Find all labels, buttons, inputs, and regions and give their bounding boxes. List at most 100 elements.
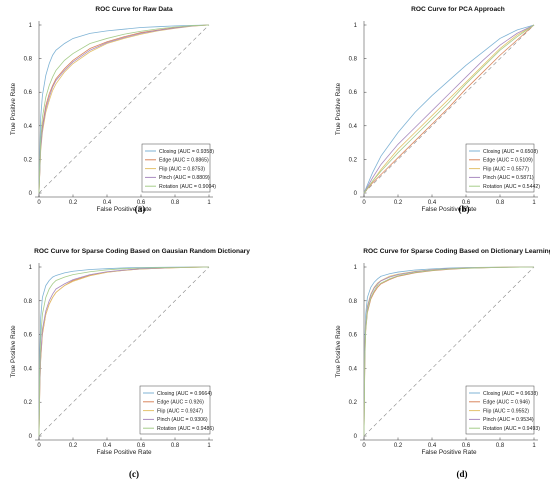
chart-panel-4: ROC Curve for Sparse Coding Based on Dic… <box>335 248 550 479</box>
x-tick-label: 0 <box>362 443 366 449</box>
series-line-1 <box>38 24 210 194</box>
y-axis-label: True Positive Rate <box>10 325 17 378</box>
series-line-5 <box>38 266 210 437</box>
legend-entry: Edge (AUC = 0.5109) <box>483 158 533 164</box>
panel-caption: (b) <box>459 204 470 214</box>
x-tick-label: 0.4 <box>103 200 112 206</box>
series-line-1 <box>38 266 210 437</box>
y-tick-label: 0 <box>29 434 33 440</box>
series-line-3 <box>38 24 210 194</box>
x-axis-label: False Positive Rate <box>96 206 151 213</box>
x-tick-label: 0.6 <box>462 443 471 449</box>
y-tick-label: 0.6 <box>349 90 358 96</box>
x-tick-label: 1 <box>207 443 211 449</box>
y-tick-label: 0.6 <box>24 90 33 96</box>
panel-caption: (d) <box>457 469 468 479</box>
legend-entry: Flip (AUC = 0.9552) <box>483 408 529 414</box>
x-tick-label: 0 <box>362 200 366 206</box>
x-tick-label: 0 <box>37 443 41 449</box>
y-tick-label: 0.8 <box>24 299 33 305</box>
x-tick-label: 0.4 <box>428 200 437 206</box>
series-line-1 <box>363 24 535 194</box>
y-tick-label: 0.8 <box>24 57 33 63</box>
y-tick-label: 0.4 <box>349 366 358 372</box>
y-tick-label: 0 <box>29 191 33 197</box>
chance-diagonal <box>38 266 210 437</box>
series-line-5 <box>363 266 535 437</box>
legend-entry: Flip (AUC = 0.8753) <box>159 166 205 172</box>
x-tick-label: 0.8 <box>171 443 180 449</box>
x-tick-label: 0.6 <box>462 200 471 206</box>
y-tick-label: 0 <box>354 191 358 197</box>
panel-caption: (c) <box>129 469 139 479</box>
legend-entry: Rotation (AUC = 0.9486) <box>157 426 214 432</box>
x-tick-label: 0.4 <box>428 443 437 449</box>
series-line-1 <box>363 266 535 437</box>
x-tick-label: 0.8 <box>496 200 505 206</box>
y-tick-label: 0.4 <box>24 366 33 372</box>
x-tick-label: 0.2 <box>394 200 403 206</box>
x-tick-label: 0.6 <box>137 443 146 449</box>
y-tick-label: 1 <box>354 265 358 271</box>
legend-entry: Pinch (AUC = 0.9534) <box>483 417 534 423</box>
legend-entry: Edge (AUC = 0.8865) <box>159 158 209 164</box>
y-tick-label: 0.4 <box>24 124 33 130</box>
legend-box <box>139 385 211 435</box>
legend-entry: Flip (AUC = 0.9247) <box>157 408 203 414</box>
x-tick-label: 0.6 <box>137 200 146 206</box>
legend-entry: Pinch (AUC = 0.5871) <box>483 175 534 181</box>
legend-entry: Rotation (AUC = 0.9493) <box>483 426 540 432</box>
y-tick-label: 0 <box>354 434 358 440</box>
legend-entry: Rotation (AUC = 0.5442) <box>483 184 540 190</box>
legend-entry: Pinch (AUC = 0.9306) <box>157 417 208 423</box>
chart-panel-3: ROC Curve for Sparse Coding Based on Gau… <box>10 248 250 479</box>
panel-caption: (a) <box>135 204 146 214</box>
legend-box <box>141 143 211 193</box>
series-line-4 <box>363 24 535 194</box>
series-line-5 <box>363 24 535 194</box>
chance-diagonal <box>38 24 210 194</box>
series-line-5 <box>38 24 210 194</box>
y-tick-label: 0.2 <box>349 157 358 163</box>
y-tick-label: 1 <box>29 265 33 271</box>
x-tick-label: 0.2 <box>69 443 78 449</box>
legend: Closing (AUC = 0.9638) Edge (AUC = 0.946)… <box>465 385 540 435</box>
x-tick-label: 0.4 <box>103 443 112 449</box>
legend-entry: Closing (AUC = 0.9638) <box>483 391 538 397</box>
legend-entry: Edge (AUC = 0.946) <box>483 400 530 406</box>
y-tick-label: 0.6 <box>349 333 358 339</box>
x-axis-label: False Positive Rate <box>421 206 476 213</box>
y-tick-label: 0.8 <box>349 57 358 63</box>
chance-diagonal <box>363 24 535 194</box>
y-tick-label: 0.8 <box>349 299 358 305</box>
y-tick-label: 0.4 <box>349 124 358 130</box>
chart-panel-2: ROC Curve for PCA Approach 0 0.2 0.4 0.6 0.8 1… <box>335 6 540 214</box>
y-tick-label: 0.2 <box>24 157 33 163</box>
chart-title: ROC Curve for PCA Approach <box>411 6 505 13</box>
legend-box <box>465 385 535 435</box>
legend-entry: Edge (AUC = 0.926) <box>157 400 204 406</box>
y-axis-label: True Positive Rate <box>335 82 342 135</box>
x-tick-label: 0.2 <box>394 443 403 449</box>
y-tick-label: 1 <box>29 23 33 29</box>
legend: Closing (AUC = 0.9358) Edge (AUC = 0.8865… <box>141 143 216 193</box>
x-tick-label: 0 <box>37 200 41 206</box>
x-axis-label: False Positive Rate <box>96 449 151 456</box>
chance-diagonal <box>363 266 535 437</box>
x-axis-label: False Positive Rate <box>421 449 476 456</box>
legend: Closing (AUC = 0.6508) Edge (AUC = 0.5109… <box>465 143 540 193</box>
y-tick-label: 0.6 <box>24 333 33 339</box>
chart-title: ROC Curve for Sparse Coding Based on Dic… <box>363 248 550 255</box>
legend-entry: Closing (AUC = 0.9358) <box>159 149 214 155</box>
series-line-4 <box>38 24 210 194</box>
legend-entry: Closing (AUC = 0.9664) <box>157 391 212 397</box>
y-axis-label: True Positive Rate <box>335 325 342 378</box>
legend-entry: Rotation (AUC = 0.9004) <box>159 184 216 190</box>
x-tick-label: 1 <box>207 200 211 206</box>
y-axis-label: True Positive Rate <box>10 82 17 135</box>
series-line-3 <box>363 24 535 194</box>
y-tick-label: 0.2 <box>349 400 358 406</box>
legend-entry: Flip (AUC = 0.5577) <box>483 166 529 172</box>
x-tick-label: 1 <box>532 443 536 449</box>
x-tick-label: 1 <box>532 200 536 206</box>
